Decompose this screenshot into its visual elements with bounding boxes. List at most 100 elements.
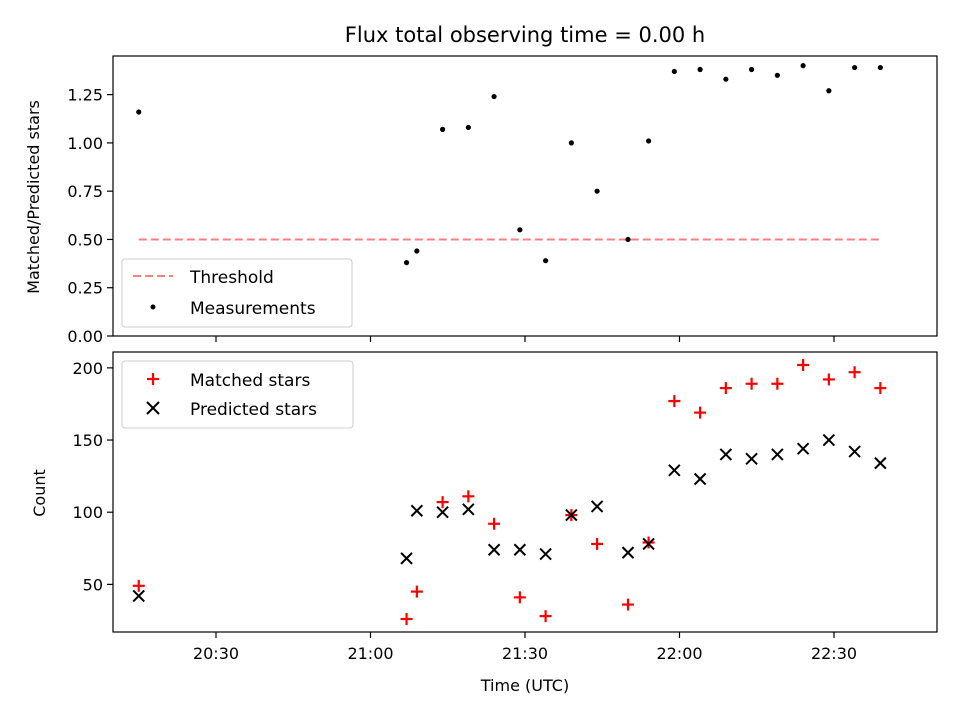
top-y-tick-label: 1.00 <box>67 134 103 153</box>
measurement-point <box>403 260 410 266</box>
top-y-tick-label: 1.25 <box>67 86 103 105</box>
predicted-star-point <box>693 472 707 486</box>
predicted-star-point <box>400 552 413 565</box>
matched-star-point <box>797 358 810 371</box>
matched-star-point <box>822 373 835 386</box>
predicted-star-point <box>771 448 784 461</box>
matched-star-point <box>745 377 758 390</box>
matched-star-point <box>668 395 681 408</box>
x-tick-label: 20:30 <box>193 644 239 663</box>
predicted-star-point <box>621 546 635 559</box>
legend-measurements-swatch <box>150 304 156 310</box>
measurement-point <box>517 227 523 233</box>
predicted-star-point <box>410 504 424 517</box>
measurement-point <box>543 258 549 264</box>
bottom-y-axis-label: Count <box>30 469 49 517</box>
legend-matched-swatch <box>147 373 159 385</box>
matched-star-point <box>462 490 475 503</box>
top-y-tick-label: 0.00 <box>67 327 103 346</box>
x-tick-label: 22:30 <box>811 644 857 663</box>
measurement-point <box>646 138 652 144</box>
predicted-star-point <box>642 537 655 551</box>
matched-star-point <box>874 382 887 395</box>
measurement-point <box>625 236 631 243</box>
measurement-point <box>136 109 142 115</box>
bottom-legend: Matched stars Predicted stars <box>121 360 354 429</box>
measurement-point <box>414 248 420 254</box>
predicted-star-point <box>719 448 733 461</box>
top-y-axis-label: Matched/Predicted stars <box>24 100 43 294</box>
measurement-point <box>568 140 574 146</box>
bottom-panel: 50 100 150 200 20:30 21:00 21:30 22:00 22:30 Co… <box>30 351 938 695</box>
top-y-tick-label: 0.75 <box>67 182 103 201</box>
measurement-point <box>465 124 471 131</box>
predicted-star-point <box>874 456 887 470</box>
bottom-x-ticks: 20:30 21:00 21:30 22:00 22:30 <box>193 632 857 663</box>
predicted-star-point <box>565 508 578 522</box>
chart-title: Flux total observing time = 0.00 h <box>345 23 705 47</box>
x-tick-label: 21:30 <box>502 644 548 663</box>
measurement-point <box>749 66 755 73</box>
matched-star-point <box>642 536 655 549</box>
predicted-star-point <box>132 589 145 603</box>
top-panel: 0.00 0.25 0.50 0.75 1.00 1.25 Matched/Predict… <box>24 55 938 346</box>
predicted-star-point <box>590 500 604 513</box>
measurement-point <box>723 76 729 82</box>
predicted-star-point <box>745 452 758 466</box>
matched-star-point <box>410 585 423 598</box>
matched-star-point <box>694 406 707 419</box>
predicted-star-point <box>668 464 681 477</box>
measurement-point <box>774 72 780 78</box>
x-tick-label: 21:00 <box>347 644 393 663</box>
top-legend: Threshold Measurements <box>121 258 353 328</box>
x-tick-label: 22:00 <box>656 644 702 663</box>
measurement-point <box>594 188 600 194</box>
legend-predicted-label: Predicted stars <box>190 400 317 420</box>
bottom-axes-frame <box>112 351 938 633</box>
top-y-tick-label: 0.25 <box>67 279 103 298</box>
top-marks <box>136 63 883 266</box>
matched-star-point <box>719 382 732 395</box>
top-x-ticks <box>215 336 835 342</box>
bottom-legend-box <box>121 360 354 429</box>
predicted-star-point <box>513 543 527 556</box>
top-legend-box <box>121 258 353 328</box>
predicted-star-point <box>796 442 810 455</box>
bottom-y-tick-label: 150 <box>72 431 103 450</box>
x-axis-label: Time (UTC) <box>480 676 569 695</box>
matched-star-point <box>513 591 526 604</box>
legend-predicted-swatch <box>146 401 160 415</box>
legend-measurements-label: Measurements <box>190 299 316 319</box>
measurement-point <box>491 93 497 100</box>
matched-star-point <box>132 579 145 592</box>
bottom-y-tick-label: 200 <box>72 359 103 378</box>
predicted-star-point <box>462 503 475 516</box>
bottom-y-tick-label: 100 <box>72 503 103 522</box>
predicted-star-point <box>822 433 836 447</box>
bottom-y-ticks: 50 100 150 200 <box>72 359 113 594</box>
measurement-point <box>440 126 446 132</box>
matched-star-point <box>771 377 784 390</box>
bottom-marks <box>132 358 887 626</box>
top-axes-frame <box>112 55 938 337</box>
top-y-ticks: 0.00 0.25 0.50 0.75 1.00 1.25 <box>67 86 113 346</box>
measurement-point <box>697 66 703 73</box>
predicted-star-point <box>539 547 552 561</box>
measurement-point <box>877 64 883 71</box>
matched-star-point <box>622 598 634 611</box>
measurement-point <box>826 88 832 94</box>
matched-star-point <box>539 610 552 623</box>
bottom-y-tick-label: 50 <box>83 575 103 594</box>
legend-threshold-label: Threshold <box>189 268 274 288</box>
top-y-tick-label: 0.50 <box>67 230 103 249</box>
predicted-star-point <box>848 445 861 458</box>
predicted-star-point <box>436 505 449 519</box>
matched-star-point <box>848 366 861 379</box>
predicted-star-point <box>487 543 501 556</box>
measurement-point <box>671 68 677 75</box>
legend-matched-label: Matched stars <box>190 371 310 391</box>
matched-star-point <box>488 517 501 530</box>
matched-star-point <box>591 537 604 550</box>
